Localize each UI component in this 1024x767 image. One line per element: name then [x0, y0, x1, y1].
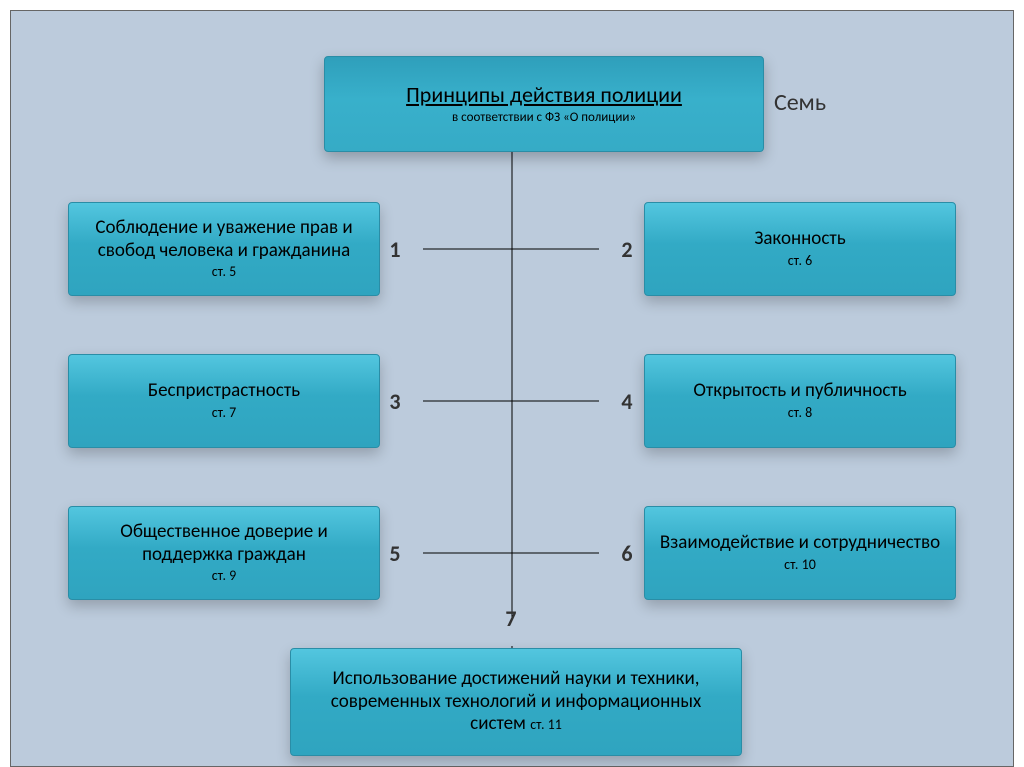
principle-title: Общественное доверие и поддержка граждан: [83, 521, 365, 567]
principle-title: Использование достижений науки и техники…: [305, 668, 727, 736]
number-badge-2: 2: [599, 221, 655, 277]
count-badge-label: Семь: [774, 88, 826, 117]
root-title: Принципы действия полиции: [406, 82, 682, 108]
number-badge-label: 7: [505, 605, 516, 632]
principle-article: ст. 8: [788, 405, 813, 422]
number-badge-label: 5: [389, 540, 400, 567]
principle-article: ст. 5: [212, 264, 237, 281]
principle-article: ст. 7: [212, 405, 237, 422]
count-badge: Семь: [750, 52, 850, 152]
principle-article: ст. 9: [212, 568, 237, 585]
root-title-box: Принципы действия полиции в соответствии…: [324, 56, 764, 152]
number-badge-1: 1: [367, 221, 423, 277]
principle-article: ст. 6: [788, 253, 813, 270]
principle-box-3: Беспристрастность ст. 7: [68, 354, 380, 448]
number-badge-label: 2: [621, 236, 632, 263]
number-badge-label: 6: [621, 540, 632, 567]
number-badge-label: 3: [389, 388, 400, 415]
number-badge-label: 4: [621, 388, 632, 415]
number-badge-7: 7: [483, 590, 539, 646]
number-badge-3: 3: [367, 373, 423, 429]
number-badge-6: 6: [599, 525, 655, 581]
principle-article: ст. 11: [530, 716, 562, 733]
diagram-canvas: Принципы действия полиции в соответствии…: [0, 0, 1024, 767]
number-badge-label: 1: [389, 236, 400, 263]
principle-title: Соблюдение и уважение прав и свобод чело…: [83, 217, 365, 263]
principle-box-1: Соблюдение и уважение прав и свобод чело…: [68, 202, 380, 296]
principle-box-6: Взаимодействие и сотрудничество ст. 10: [644, 506, 956, 600]
principle-box-5: Общественное доверие и поддержка граждан…: [68, 506, 380, 600]
root-subtitle: в соответствии с ФЗ «О полиции»: [452, 110, 636, 126]
number-badge-5: 5: [367, 525, 423, 581]
number-badge-4: 4: [599, 373, 655, 429]
principle-box-2: Законность ст. 6: [644, 202, 956, 296]
principle-article: ст. 10: [784, 557, 816, 574]
principle-title: Законность: [754, 228, 845, 251]
principle-title: Взаимодействие и сотрудничество: [660, 532, 940, 555]
principle-title: Открытость и публичность: [693, 380, 906, 403]
principle-title: Беспристрастность: [148, 380, 300, 403]
principle-box-7: Использование достижений науки и техники…: [290, 648, 742, 756]
principle-box-4: Открытость и публичность ст. 8: [644, 354, 956, 448]
